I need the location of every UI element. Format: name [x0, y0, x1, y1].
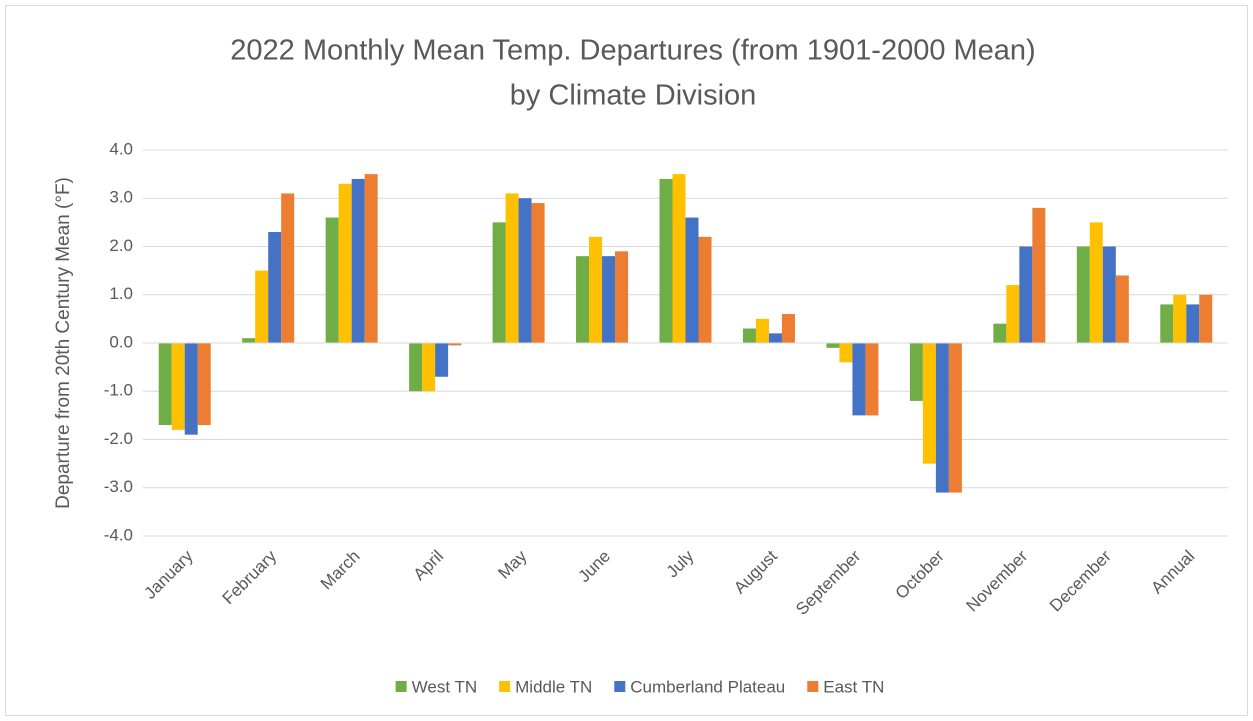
bar: [865, 343, 879, 416]
bar: [171, 343, 185, 430]
bar: [993, 323, 1007, 343]
bar: [184, 343, 198, 435]
chart-title: 2022 Monthly Mean Temp. Departures (from…: [230, 35, 1035, 67]
y-tick-label: 2.0: [109, 236, 133, 255]
bar: [672, 174, 686, 343]
y-tick-label: -4.0: [104, 525, 133, 544]
legend-swatch: [395, 681, 407, 692]
bar: [351, 178, 365, 343]
bar: [589, 236, 603, 343]
bar: [1089, 222, 1103, 343]
bar: [698, 236, 712, 343]
bar: [615, 251, 629, 343]
bar: [602, 256, 616, 343]
bar: [1186, 304, 1200, 343]
bar: [531, 203, 545, 343]
bar: [255, 270, 269, 343]
bar: [909, 343, 923, 401]
bar: [158, 343, 172, 426]
bar: [1173, 294, 1187, 343]
bar: [505, 193, 519, 343]
y-tick-label: 4.0: [109, 139, 133, 158]
bar: [922, 343, 936, 464]
y-tick-label: -3.0: [104, 477, 133, 496]
bar: [281, 193, 295, 343]
legend-label: East TN: [823, 677, 884, 696]
legend-swatch: [614, 681, 626, 692]
y-tick-label: 3.0: [109, 188, 133, 207]
bar: [826, 343, 840, 348]
chart-border: [5, 5, 1248, 716]
bar: [1115, 275, 1129, 343]
y-tick-label: -1.0: [104, 381, 133, 400]
bar: [448, 343, 462, 346]
legend-label: Cumberland Plateau: [630, 677, 785, 696]
bar: [1006, 285, 1020, 343]
bar: [742, 328, 756, 343]
bar: [422, 343, 436, 392]
bar: [1199, 294, 1213, 343]
y-tick-label: 0.0: [109, 332, 133, 351]
bar: [659, 178, 673, 343]
bar: [1160, 304, 1174, 343]
legend-swatch: [499, 681, 511, 692]
bar: [435, 343, 449, 377]
y-axis-label: Departure from 20th Century Mean (°F): [53, 177, 74, 509]
bar: [852, 343, 866, 416]
bar: [1019, 246, 1033, 343]
bar: [1032, 207, 1046, 343]
bar: [197, 343, 211, 426]
bar: [242, 338, 256, 343]
legend-label: Middle TN: [515, 677, 592, 696]
bar: [518, 198, 532, 343]
bar: [839, 343, 853, 363]
bar: [781, 314, 795, 343]
bar: [1102, 246, 1116, 343]
bar: [1076, 246, 1090, 343]
bar: [576, 256, 590, 343]
bar: [935, 343, 949, 493]
bar: [338, 183, 352, 343]
y-tick-label: -2.0: [104, 429, 133, 448]
bar: [948, 343, 962, 493]
bar: [364, 174, 378, 343]
bar: [768, 333, 782, 343]
chart-title: by Climate Division: [510, 80, 757, 112]
bar: [755, 318, 769, 343]
bar: [492, 222, 506, 343]
legend-swatch: [807, 681, 819, 692]
bar: [268, 232, 282, 343]
bar: [325, 217, 339, 343]
legend-label: West TN: [412, 677, 478, 696]
bar: [685, 217, 699, 343]
bar: [409, 343, 423, 392]
y-tick-label: 1.0: [109, 284, 133, 303]
